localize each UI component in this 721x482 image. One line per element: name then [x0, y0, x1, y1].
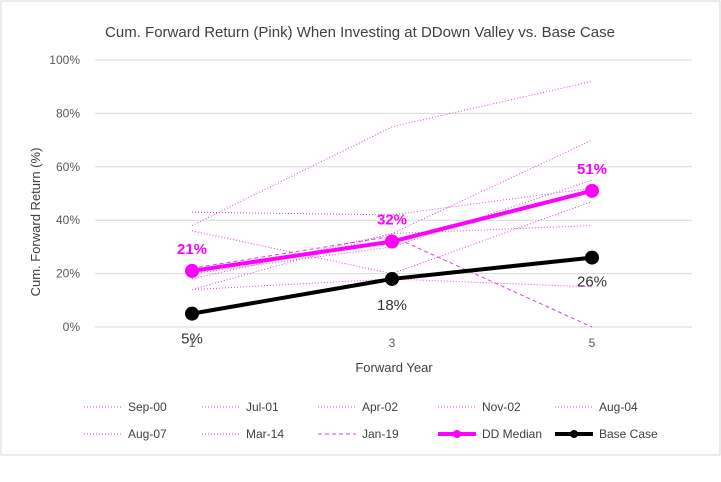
data-point-dd-median [585, 183, 599, 198]
y-tick-label: 80% [56, 106, 80, 120]
legend-item-mar-14: Mar-14 [202, 427, 284, 441]
data-point-base-case [385, 271, 399, 286]
legend-marker [453, 430, 461, 438]
legend-item-nov-02: Nov-02 [438, 400, 521, 414]
legend-label: Aug-07 [128, 427, 167, 441]
x-axis-ticks: 1 3 5 [189, 336, 596, 350]
chart-title: Cum. Forward Return (Pink) When Investin… [105, 24, 615, 41]
legend-item-sep-00: Sep-00 [84, 400, 167, 414]
legend-label: Nov-02 [482, 400, 521, 414]
legend: Sep-00 Jul-01 Apr-02 Nov-02 Aug-04 Aug-07 Mar-… [84, 400, 658, 441]
y-tick-label: 60% [56, 160, 80, 174]
x-axis-label: Forward Year [355, 360, 433, 375]
legend-label: Jan-19 [362, 427, 399, 441]
legend-label: Apr-02 [362, 400, 398, 414]
chart-border [0, 0, 721, 456]
data-label-dd-median: 21% [177, 241, 207, 258]
series-line-jul-01 [191, 139, 593, 291]
legend-item-dd-median: DD Median [438, 427, 542, 441]
legend-marker [570, 430, 578, 438]
legend-item-aug-04: Aug-04 [555, 400, 638, 414]
x-tick-label: 1 [189, 336, 196, 350]
y-tick-label: 20% [56, 267, 80, 281]
series-line-nov-02 [191, 187, 593, 216]
legend-label: DD Median [482, 427, 542, 441]
y-axis-label: Cum. Forward Return (%) [28, 148, 43, 297]
data-point-dd-median [185, 263, 199, 278]
data-label-dd-median: 51% [577, 161, 607, 178]
data-label-base-case: 26% [577, 274, 607, 291]
data-label-dd-median: 32% [377, 212, 407, 229]
legend-item-base-case: Base Case [555, 427, 658, 441]
data-label-base-case: 5% [181, 331, 203, 348]
legend-label: Jul-01 [246, 400, 279, 414]
legend-item-aug-07: Aug-07 [84, 427, 167, 441]
data-labels: 21% 32% 51% 5% 18% 26% [177, 161, 607, 348]
series-lines [185, 80, 599, 328]
x-tick-label: 3 [389, 336, 396, 350]
data-label-base-case: 18% [377, 297, 407, 314]
y-tick-label: 0% [63, 320, 81, 334]
y-tick-label: 100% [49, 53, 80, 67]
data-point-base-case [585, 250, 599, 265]
legend-item-jan-19: Jan-19 [318, 427, 399, 441]
y-axis-ticks: 0% 20% 40% 60% 80% 100% [49, 53, 80, 334]
data-point-base-case [185, 306, 199, 321]
series-line-mar-14 [191, 278, 593, 291]
legend-label: Mar-14 [246, 427, 284, 441]
y-tick-label: 40% [56, 213, 80, 227]
data-point-dd-median [385, 234, 399, 249]
legend-item-jul-01: Jul-01 [202, 400, 279, 414]
legend-label: Base Case [599, 427, 658, 441]
legend-item-apr-02: Apr-02 [318, 400, 398, 414]
x-tick-label: 5 [589, 336, 596, 350]
legend-label: Aug-04 [599, 400, 638, 414]
legend-label: Sep-00 [128, 400, 167, 414]
